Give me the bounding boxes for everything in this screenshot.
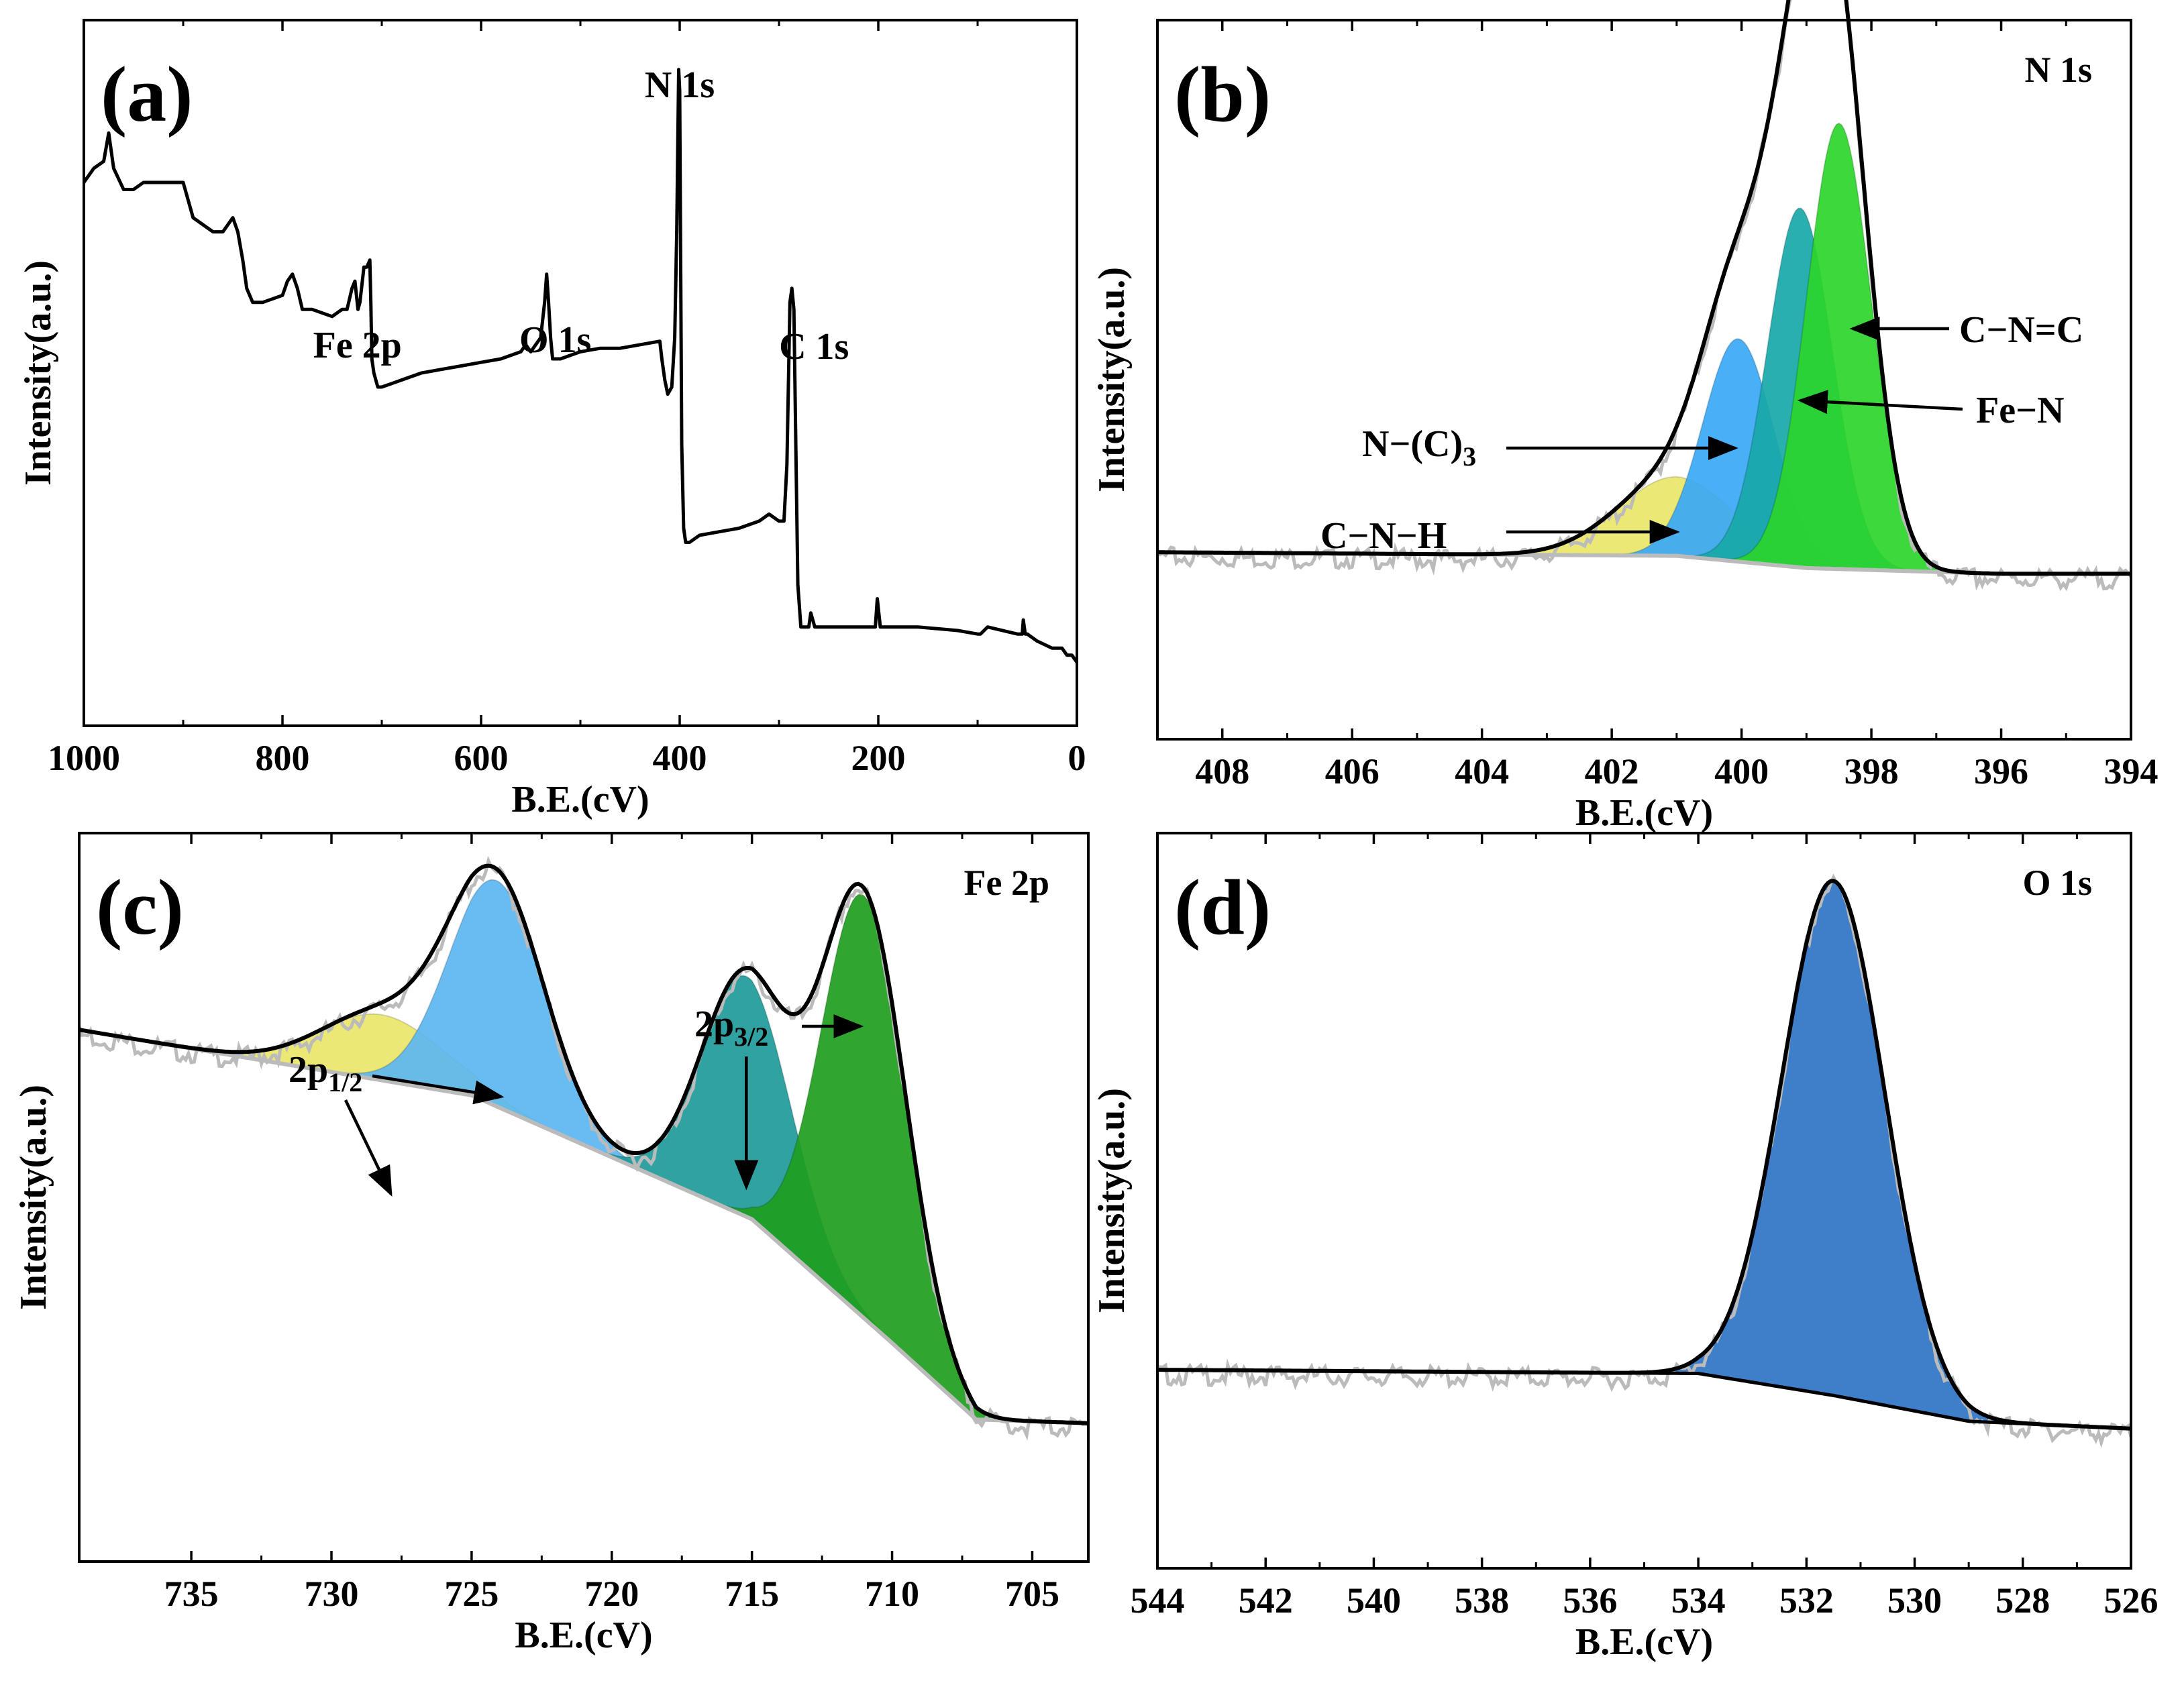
x-axis-label-d: B.E.(cV)	[1575, 1621, 1713, 1663]
x-tick-label-d-0: 544	[1131, 1580, 1185, 1621]
x-tick-label-b-1: 406	[1325, 751, 1380, 792]
x-tick-label-c-6: 705	[1005, 1574, 1059, 1614]
x-tick-label-a-1: 800	[256, 738, 310, 778]
x-tick-label-a-3: 400	[653, 738, 707, 778]
background-line-c	[79, 1028, 1089, 1425]
peak-label-n-1s: N 1s	[645, 64, 715, 106]
x-axis-label-c: B.E.(cV)	[515, 1615, 652, 1656]
peak-label-c-1s: C 1s	[779, 326, 849, 368]
y-axis-label-c: Intensity(a.u.)	[13, 1085, 54, 1310]
plot-frame-a	[83, 19, 1078, 727]
x-tick-label-a-0: 1000	[48, 738, 120, 778]
x-tick-label-a-2: 600	[454, 738, 509, 778]
x-tick-label-a-4: 200	[851, 738, 906, 778]
x-tick-label-d-9: 526	[2104, 1580, 2159, 1621]
x-tick-label-c-3: 720	[584, 1574, 639, 1614]
peak-label-fe-2p: Fe 2p	[313, 325, 402, 366]
label-2p3-2: 2p3/2	[694, 1003, 768, 1052]
panel-a: 1000 800 600 400 200 0 B.E.(cV) Intensity(a.u.)…	[17, 19, 1086, 820]
panel-c: 735 730 725 720 715 710 705 B.E.(cV) Intensity(a…	[13, 832, 1090, 1656]
fit-envelope-line-b	[1157, 0, 2131, 576]
x-tick-label-c-0: 735	[164, 1574, 219, 1614]
x-tick-label-a-5: 0	[1068, 738, 1086, 778]
survey-spectrum-line	[82, 68, 1079, 663]
panel-label-d: (d)	[1174, 863, 1271, 951]
x-tick-label-b-7: 394	[2104, 751, 2159, 792]
x-tick-label-c-2: 725	[444, 1574, 499, 1614]
plot-frame-c	[78, 832, 1090, 1563]
component-label-b-0: C−N=C	[1959, 309, 2083, 351]
arrow-2p1-2-satellite	[344, 1099, 393, 1197]
x-tick-label-d-1: 542	[1239, 1580, 1293, 1621]
panel-label-b: (b)	[1174, 50, 1271, 138]
x-tick-label-b-0: 408	[1195, 751, 1249, 792]
raw-data-line-d	[1157, 873, 2133, 1448]
panel-title-b: N 1s	[2024, 50, 2092, 90]
x-tick-label-d-5: 534	[1671, 1580, 1726, 1621]
peak-label-o-1s: O 1s	[519, 319, 591, 361]
x-tick-label-b-4: 400	[1714, 751, 1769, 792]
component-peak-b-0	[1157, 476, 2131, 575]
x-tick-label-b-2: 404	[1455, 751, 1509, 792]
y-axis-label-d: Intensity(a.u.)	[1091, 1088, 1133, 1313]
component-label-b-3: C−N−H	[1320, 515, 1447, 557]
x-tick-label-c-5: 710	[865, 1574, 919, 1614]
arrow-b-1	[1797, 390, 1963, 415]
panel-label-c: (c)	[96, 863, 184, 951]
x-tick-label-c-1: 730	[305, 1574, 359, 1614]
y-axis-label-a: Intensity(a.u.)	[17, 260, 59, 486]
label-2p1-2: 2p1/2	[289, 1049, 362, 1097]
arrow-2p1-2-main	[372, 1074, 505, 1105]
x-tick-label-d-3: 538	[1455, 1580, 1509, 1621]
x-axis-label-b: B.E.(cV)	[1575, 792, 1713, 834]
component-label-b-2: N−(C)3	[1362, 423, 1476, 472]
x-tick-label-d-6: 532	[1779, 1580, 1834, 1621]
y-axis-label-b: Intensity(a.u.)	[1091, 267, 1133, 492]
x-axis-label-a: B.E.(cV)	[511, 779, 649, 820]
x-tick-label-c-4: 715	[725, 1574, 779, 1614]
plot-frame-d	[1156, 832, 2132, 1570]
fit-envelope-line-c	[79, 863, 1089, 1425]
fit-envelope-line-d	[1157, 879, 2132, 1431]
component-peak-c-3	[79, 893, 1089, 1424]
panel-b: 408 406 404 402 400 398 396 394 B.E.(cV) Intensit…	[1091, 0, 2159, 834]
x-tick-label-d-8: 528	[1995, 1580, 2050, 1621]
panel-label-a: (a)	[101, 50, 193, 138]
x-tick-label-b-5: 398	[1844, 751, 1899, 792]
x-tick-label-b-3: 402	[1585, 751, 1639, 792]
component-peak-d-0	[1157, 880, 2132, 1429]
x-tick-label-d-2: 540	[1347, 1580, 1401, 1621]
panel-title-d: O 1s	[2022, 863, 2092, 903]
x-tick-label-d-7: 530	[1887, 1580, 1942, 1621]
x-tick-label-d-4: 536	[1563, 1580, 1617, 1621]
x-tick-label-b-6: 396	[1974, 751, 2028, 792]
plot-frame-b	[1156, 19, 2132, 741]
component-label-b-1: Fe−N	[1976, 390, 2064, 431]
panel-title-c: Fe 2p	[964, 863, 1050, 903]
panel-d: 544 542 540 538 536 534 532 530 528 526 B.E.(cV) In…	[1091, 832, 2159, 1663]
